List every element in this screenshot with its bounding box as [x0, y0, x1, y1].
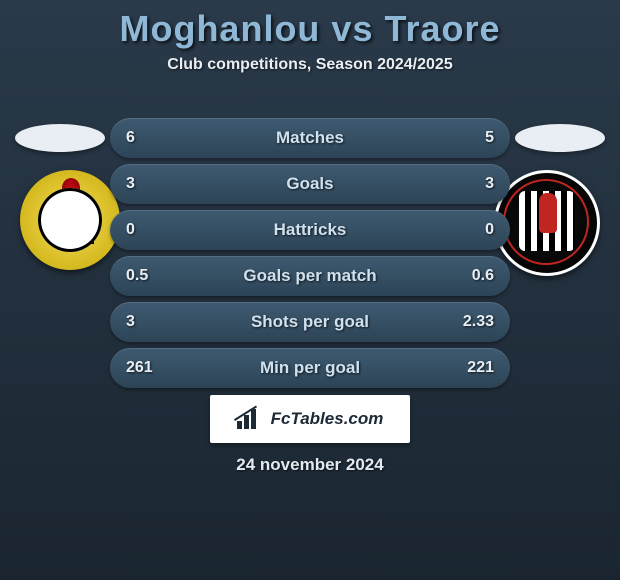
stat-right-value: 2.33 — [463, 302, 494, 342]
brand-box[interactable]: FcTables.com — [210, 395, 410, 443]
stat-label: Goals per match — [110, 256, 510, 296]
club-badge-left — [20, 170, 120, 270]
stat-right-value: 221 — [467, 348, 494, 388]
stat-row-matches: 6 Matches 5 — [110, 118, 510, 158]
stat-right-value: 0 — [485, 210, 494, 250]
comparison-card: Moghanlou vs Traore Club competitions, S… — [0, 0, 620, 580]
stat-row-goals: 3 Goals 3 — [110, 164, 510, 204]
stat-row-hattricks: 0 Hattricks 0 — [110, 210, 510, 250]
stat-right-value: 0.6 — [472, 256, 494, 296]
stat-row-goals-per-match: 0.5 Goals per match 0.6 — [110, 256, 510, 296]
player-right-head-icon — [515, 124, 605, 152]
stat-label: Matches — [110, 118, 510, 158]
bars-chart-icon — [237, 409, 263, 429]
stat-row-shots-per-goal: 3 Shots per goal 2.33 — [110, 302, 510, 342]
player-left-head-icon — [15, 124, 105, 152]
page-title: Moghanlou vs Traore — [0, 0, 620, 50]
stat-label: Hattricks — [110, 210, 510, 250]
stat-row-min-per-goal: 261 Min per goal 221 — [110, 348, 510, 388]
stat-label: Min per goal — [110, 348, 510, 388]
stat-right-value: 5 — [485, 118, 494, 158]
stat-right-value: 3 — [485, 164, 494, 204]
season-subtitle: Club competitions, Season 2024/2025 — [0, 56, 620, 74]
snapshot-date: 24 november 2024 — [0, 455, 620, 475]
stat-label: Goals — [110, 164, 510, 204]
stats-rows: 6 Matches 5 3 Goals 3 0 Hattricks 0 0.5 … — [110, 118, 510, 394]
brand-text: FcTables.com — [271, 409, 384, 429]
book-icon — [50, 200, 94, 244]
player-figure-icon — [539, 193, 557, 233]
flame-icon — [62, 178, 80, 198]
stat-label: Shots per goal — [110, 302, 510, 342]
